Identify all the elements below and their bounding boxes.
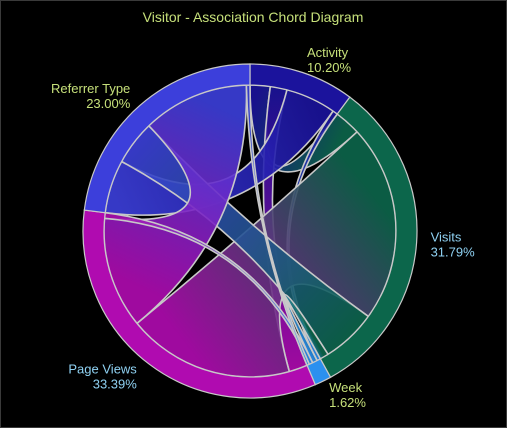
label-percent-page-views: 33.39% (93, 376, 138, 391)
label-name-week: Week (329, 380, 362, 395)
label-name-visits: Visits (431, 229, 462, 244)
chart-title: Visitor - Association Chord Diagram (143, 9, 364, 25)
label-name-page-views: Page Views (68, 361, 137, 376)
label-name-activity: Activity (307, 45, 349, 60)
label-percent-activity: 10.20% (307, 60, 352, 75)
arc-referrer-type (83, 63, 251, 214)
label-percent-referrer-type: 23.00% (86, 96, 131, 111)
chord-ribbons (103, 84, 397, 378)
label-name-referrer-type: Referrer Type (51, 81, 130, 96)
chord-arcs (82, 63, 418, 399)
label-percent-visits: 31.79% (431, 244, 476, 259)
label-percent-week: 1.62% (329, 395, 366, 410)
